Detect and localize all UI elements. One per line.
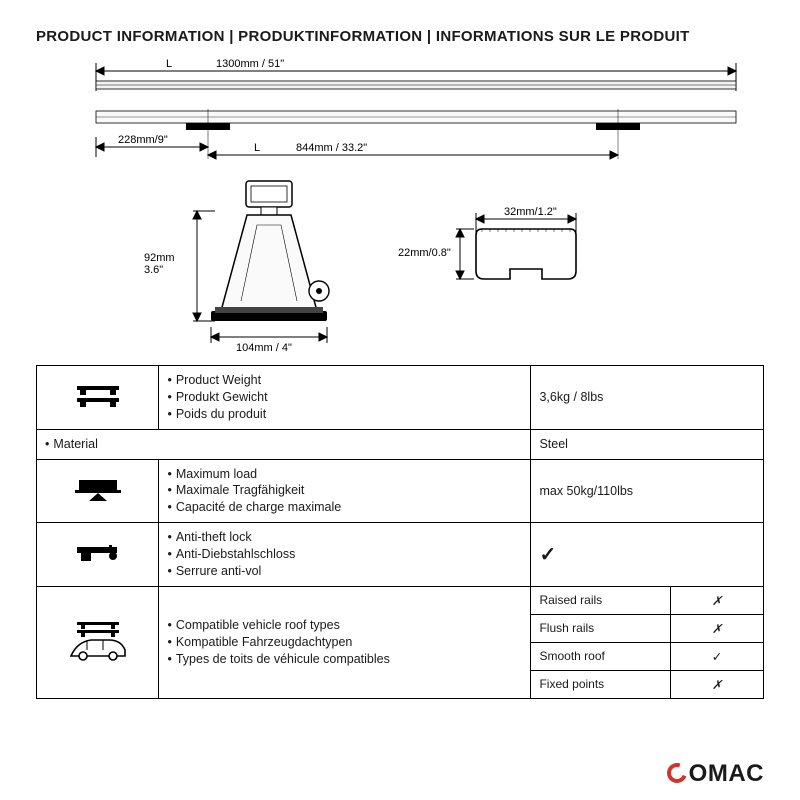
compat-sub-label: Raised rails <box>531 586 671 614</box>
lock-labels: Anti-theft lock Anti-Diebstahlschloss Se… <box>167 529 522 580</box>
table-row: Anti-theft lock Anti-Diebstahlschloss Se… <box>37 523 764 587</box>
table-row: Compatible vehicle roof types Kompatible… <box>37 586 764 614</box>
material-labels: Material <box>45 436 522 453</box>
dim-total-L-label: L <box>166 58 172 70</box>
compat-sub-value: ✗ <box>670 670 763 698</box>
dim-profile-h: 22mm/0.8" <box>398 247 451 259</box>
compat-sub-value: ✗ <box>670 614 763 642</box>
dim-offset: 228mm/9" <box>118 134 168 146</box>
table-row: Material Steel <box>37 429 764 459</box>
load-labels: Maximum load Maximale Tragfähigkeit Capa… <box>167 466 522 517</box>
dim-foot-h: 92mm3.6" <box>144 252 175 276</box>
lock-icon <box>37 523 159 587</box>
spec-table: Product Weight Produkt Gewicht Poids du … <box>36 365 764 699</box>
page-title: PRODUCT INFORMATION | PRODUKTINFORMATION… <box>36 28 764 45</box>
weight-value: 3,6kg / 8lbs <box>531 366 764 430</box>
compat-sub-label: Fixed points <box>531 670 671 698</box>
dim-total-L: 1300mm / 51" <box>216 58 284 70</box>
dim-profile-w: 32mm/1.2" <box>504 206 557 218</box>
compat-sub-value: ✗ <box>670 586 763 614</box>
dim-inner-L: 844mm / 33.2" <box>296 142 367 154</box>
brand-logo: OMAC <box>667 760 764 788</box>
vehicle-icon <box>37 586 159 698</box>
compat-sub-value: ✓ <box>670 642 763 670</box>
material-value: Steel <box>531 429 764 459</box>
weight-labels: Product Weight Produkt Gewicht Poids du … <box>167 372 522 423</box>
table-row: Product Weight Produkt Gewicht Poids du … <box>37 366 764 430</box>
load-value: max 50kg/110lbs <box>531 459 764 523</box>
dimensional-diagram: L 1300mm / 51" 228mm/9" L 844mm / 33.2" <box>36 51 764 361</box>
dim-foot-w: 104mm / 4" <box>236 342 292 354</box>
compat-sub-label: Smooth roof <box>531 642 671 670</box>
table-row: Maximum load Maximale Tragfähigkeit Capa… <box>37 459 764 523</box>
brand-mark-icon <box>663 760 690 787</box>
compat-sub-label: Flush rails <box>531 614 671 642</box>
lock-value: ✓ <box>531 523 764 587</box>
dim-inner-L-label: L <box>254 142 260 154</box>
weight-icon <box>37 366 159 430</box>
compat-labels: Compatible vehicle roof types Kompatible… <box>167 617 522 668</box>
load-icon <box>37 459 159 523</box>
